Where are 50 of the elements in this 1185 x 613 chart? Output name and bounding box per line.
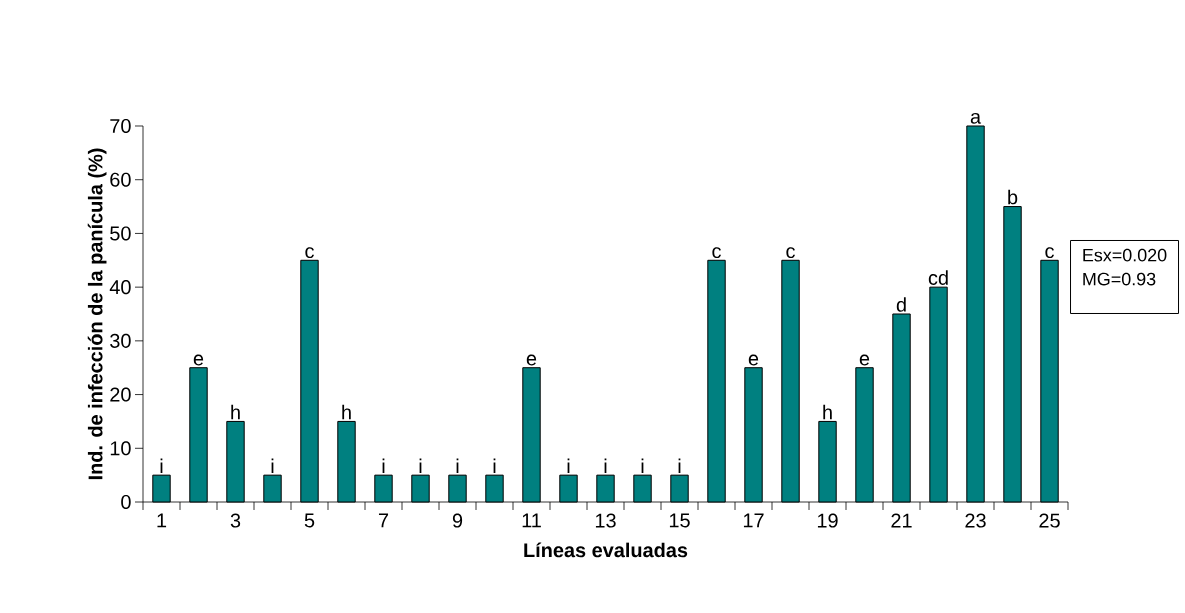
data-label: c [712,247,721,259]
data-label: e [526,354,537,366]
x-tick-label: 21 [891,513,912,528]
x-tick-label: 5 [304,513,315,528]
x-tick-label: 19 [817,513,838,528]
x-axis-title: Líneas evaluadas [524,542,688,558]
data-label: a [970,112,982,124]
y-tick-label: 0 [121,494,131,510]
y-tick-label: 40 [109,280,131,295]
data-label: c [305,247,314,259]
data-label: d [896,297,906,312]
data-label: b [1008,189,1018,205]
y-tick-label: 30 [110,333,131,348]
x-tick-label: 17 [743,513,764,528]
data-label: i [382,458,385,473]
data-label: e [748,354,759,366]
y-axis-title: Ind. de infección de la panícula (%) [87,148,107,480]
x-tick-label: 7 [378,513,389,528]
data-label: cd [928,270,948,285]
y-tick-label: 60 [110,172,131,187]
x-tick-label: 1 [157,513,167,528]
x-tick-label: 15 [669,513,690,528]
x-tick-label: 23 [965,513,986,528]
data-label: i [493,458,496,473]
data-label: i [419,458,422,473]
y-tick-label: 10 [110,441,131,456]
text: MG=0.93 [1083,272,1156,286]
y-tick-label: 70 [110,118,131,134]
x-tick-label: 9 [452,513,463,528]
x-tick-label: 11 [522,513,541,528]
x-tick-label: 3 [230,513,241,528]
data-label: c [786,247,795,259]
data-label: h [231,404,240,420]
data-label: h [823,404,832,420]
data-label: e [859,354,870,366]
data-label: i [160,458,163,473]
data-label: h [342,404,351,420]
data-label: i [678,458,681,473]
x-tick-label: 13 [595,513,616,528]
data-label: i [641,458,644,473]
data-label: i [567,458,570,473]
y-tick-label: 50 [110,226,131,241]
text: Esx=0.020 [1083,248,1167,262]
data-label: i [271,458,274,473]
y-tick-label: 20 [110,387,131,402]
data-label: c [1045,247,1054,259]
data-label: i [456,458,459,473]
data-label: i [604,458,607,473]
x-tick-label: 25 [1039,513,1060,528]
data-label: e [193,354,204,366]
